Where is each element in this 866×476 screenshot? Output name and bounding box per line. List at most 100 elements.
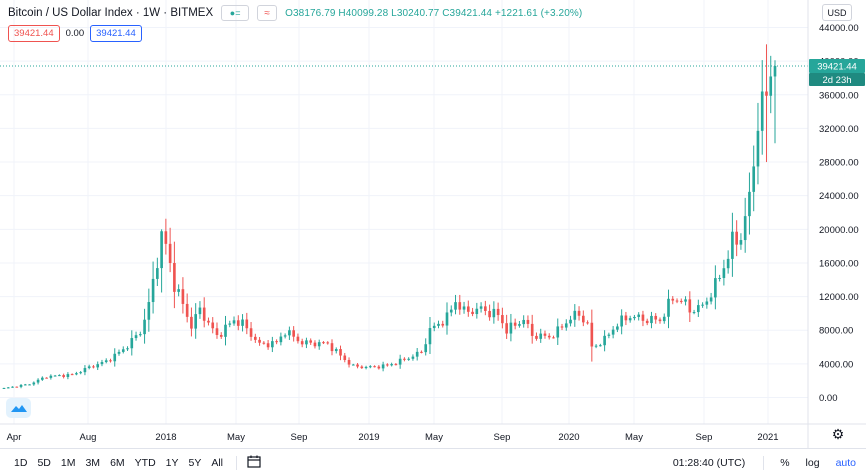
candle-body [454, 302, 457, 310]
y-tick-label: 44000.00 [819, 23, 859, 34]
candle-body [722, 268, 726, 278]
ohlc-values: O38176.79 H40099.28 L30240.77 C39421.44 … [285, 8, 582, 19]
candle-body [236, 320, 240, 326]
candle-body [207, 320, 210, 323]
open-value: O38176.79 [285, 7, 336, 19]
candle-body [403, 358, 406, 360]
settings-gear-icon[interactable]: ⚙ [831, 426, 845, 442]
candle-body [581, 315, 585, 323]
candle-body [41, 377, 44, 380]
candle-body [616, 326, 619, 330]
candle-body [547, 335, 551, 338]
candle-body [292, 330, 295, 337]
candle-body [300, 341, 304, 345]
candle-body [586, 322, 589, 324]
candle-body [271, 341, 274, 348]
candle-body [32, 382, 36, 385]
percent-toggle[interactable]: % [780, 456, 790, 469]
candle-body [322, 342, 325, 344]
candle-body [258, 339, 261, 343]
candle-body [697, 305, 700, 313]
currency-button[interactable]: USD [822, 4, 852, 21]
x-tick-label: Apr [7, 432, 22, 443]
candle-body [219, 334, 223, 337]
x-tick-label: May [227, 432, 245, 443]
range-5d[interactable]: 5D [37, 456, 51, 469]
candle-body [658, 319, 662, 322]
candle-body [688, 299, 692, 313]
last-price-tag: 39421.44 2d 23h [809, 59, 865, 87]
candle-body [194, 314, 198, 329]
candle-body [70, 374, 74, 376]
candle-body [675, 300, 679, 302]
range-3m[interactable]: 3M [85, 456, 101, 469]
candle-body [475, 308, 479, 315]
candle-body [718, 277, 721, 279]
tradingview-logo-icon[interactable] [6, 398, 31, 418]
range-1y[interactable]: 1Y [165, 456, 179, 469]
candle-body [594, 345, 598, 347]
candle-body [539, 333, 543, 339]
candle-body [381, 364, 385, 369]
range-6m[interactable]: 6M [110, 456, 125, 469]
range-5y[interactable]: 5Y [188, 456, 202, 469]
range-1m[interactable]: 1M [60, 456, 76, 469]
candle-body [126, 348, 129, 350]
candle-body [279, 336, 283, 343]
candle-body [449, 309, 453, 313]
eye-icon[interactable]: ●= [221, 5, 250, 21]
candle-body [49, 375, 53, 378]
candle-body [628, 318, 632, 321]
range-1d[interactable]: 1D [14, 456, 28, 469]
close-value: C39421.44 [442, 7, 493, 19]
candle-body [441, 323, 445, 326]
candle-body [428, 328, 432, 345]
log-toggle[interactable]: log [805, 456, 820, 469]
auto-toggle[interactable]: auto [835, 456, 856, 469]
range-all[interactable]: All [211, 456, 224, 469]
candle-body [466, 306, 470, 312]
candle-body [679, 300, 683, 302]
utc-clock[interactable]: 01:28:40 (UTC) [672, 456, 746, 469]
candle-body [198, 307, 202, 315]
x-tick-label: Sep [291, 432, 308, 443]
candle-body [760, 91, 764, 131]
candle-body [394, 364, 398, 366]
candle-body [266, 343, 270, 348]
candle-body [58, 375, 61, 377]
candle-body [185, 303, 189, 317]
candle-body [714, 278, 717, 298]
time-axis[interactable]: Apr Aug 2018 May Sep 2019 May Sep 2020 May Sep 2021 [7, 432, 779, 443]
candle-body [445, 312, 449, 326]
candle-body [160, 231, 163, 269]
candle-body [556, 326, 560, 338]
candle-body [104, 360, 108, 363]
candle-body [692, 312, 696, 314]
symbol-title[interactable]: Bitcoin / US Dollar Index · 1W · BITMEX [8, 7, 214, 19]
candle-body [530, 323, 534, 336]
candle-body [484, 306, 487, 311]
wave-icon[interactable]: ≈ [257, 5, 278, 21]
candle-body [347, 359, 351, 365]
candle-body [424, 344, 428, 353]
candle-body [113, 353, 117, 362]
range-ytd[interactable]: YTD [134, 456, 156, 469]
candle-body [343, 355, 347, 360]
y-tick-label: 0.00 [819, 393, 838, 404]
candle-body [151, 278, 155, 303]
countdown-value: 2d 23h [822, 75, 851, 86]
calendar-icon[interactable] [247, 455, 261, 471]
candle-body [62, 375, 65, 377]
candle-body [92, 366, 95, 368]
candle-body [143, 319, 146, 335]
y-tick-label: 4000.00 [819, 359, 853, 370]
y-tick-label: 28000.00 [819, 158, 859, 169]
candle-body [288, 330, 291, 336]
candle-body [168, 243, 172, 263]
y-tick-label: 36000.00 [819, 90, 859, 101]
y-tick-label: 16000.00 [819, 258, 859, 269]
candle-body [743, 216, 747, 241]
candle-body [164, 231, 168, 244]
candle-body [253, 336, 257, 340]
price-chart[interactable]: 44000.0040000.0036000.0032000.0028000.00… [0, 0, 866, 448]
